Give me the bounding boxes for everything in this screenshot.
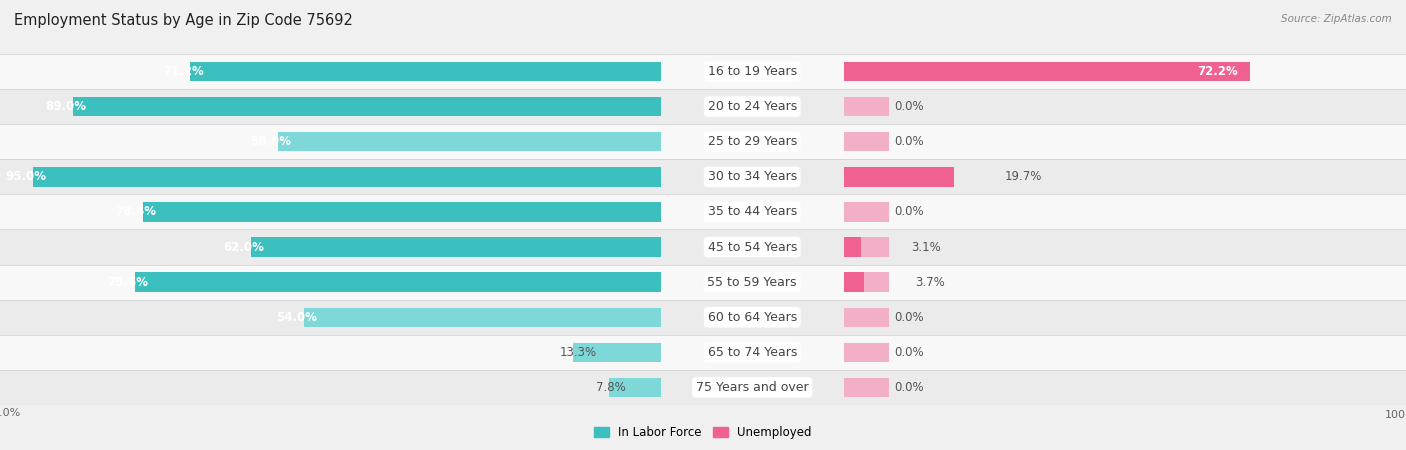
Text: 19.7%: 19.7%: [1005, 171, 1042, 183]
Bar: [281, 265, 1406, 300]
Text: 3.1%: 3.1%: [911, 241, 942, 253]
Bar: [0, 230, 1406, 265]
Bar: [32, 167, 661, 186]
Bar: [0, 124, 1406, 159]
Bar: [281, 159, 1406, 194]
Bar: [0, 370, 1322, 405]
Bar: [281, 124, 1406, 159]
Bar: [844, 238, 860, 256]
Text: 0.0%: 0.0%: [894, 311, 924, 324]
Text: Source: ZipAtlas.com: Source: ZipAtlas.com: [1281, 14, 1392, 23]
Bar: [0, 54, 1406, 89]
Bar: [281, 300, 1406, 335]
Text: 0.0%: 0.0%: [894, 206, 924, 218]
Text: 20 to 24 Years: 20 to 24 Years: [707, 100, 797, 113]
Bar: [844, 62, 1250, 81]
Legend: In Labor Force, Unemployed: In Labor Force, Unemployed: [589, 422, 817, 444]
Text: 58.0%: 58.0%: [250, 135, 291, 148]
Bar: [281, 194, 1406, 230]
Bar: [281, 54, 1406, 89]
Bar: [143, 202, 661, 221]
Text: 78.4%: 78.4%: [115, 206, 156, 218]
Bar: [0, 265, 1406, 300]
Bar: [844, 97, 889, 116]
Bar: [0, 89, 1322, 124]
Text: 71.2%: 71.2%: [163, 65, 204, 78]
Text: 75 Years and over: 75 Years and over: [696, 381, 808, 394]
Bar: [0, 159, 1406, 194]
Bar: [844, 343, 889, 362]
Bar: [0, 265, 1322, 300]
Bar: [844, 273, 865, 292]
Text: 79.6%: 79.6%: [107, 276, 148, 288]
Bar: [0, 335, 1406, 370]
Text: 0.0%: 0.0%: [894, 381, 924, 394]
Text: 16 to 19 Years: 16 to 19 Years: [707, 65, 797, 78]
Text: 95.0%: 95.0%: [6, 171, 46, 183]
Text: 30 to 34 Years: 30 to 34 Years: [707, 171, 797, 183]
Text: 35 to 44 Years: 35 to 44 Years: [707, 206, 797, 218]
Text: 25 to 29 Years: 25 to 29 Years: [707, 135, 797, 148]
Bar: [0, 300, 1406, 335]
Bar: [304, 308, 661, 327]
Bar: [73, 97, 661, 116]
Bar: [0, 194, 1406, 230]
Text: 0.0%: 0.0%: [894, 135, 924, 148]
Bar: [190, 62, 661, 81]
Bar: [277, 132, 661, 151]
Bar: [844, 273, 889, 292]
Text: 45 to 54 Years: 45 to 54 Years: [707, 241, 797, 253]
Bar: [844, 167, 889, 186]
Bar: [281, 230, 1406, 265]
Text: 62.0%: 62.0%: [224, 241, 264, 253]
Bar: [844, 202, 889, 221]
Bar: [0, 335, 1322, 370]
Text: 7.8%: 7.8%: [596, 381, 626, 394]
Bar: [609, 378, 661, 397]
Text: 89.0%: 89.0%: [45, 100, 86, 113]
Bar: [281, 89, 1406, 124]
Text: 65 to 74 Years: 65 to 74 Years: [707, 346, 797, 359]
Bar: [844, 132, 889, 151]
Text: 0.0%: 0.0%: [894, 346, 924, 359]
Bar: [844, 378, 889, 397]
Bar: [281, 335, 1406, 370]
Bar: [0, 300, 1322, 335]
Bar: [135, 273, 661, 292]
Bar: [844, 308, 889, 327]
Bar: [0, 54, 1322, 89]
Bar: [0, 194, 1322, 230]
Text: 60 to 64 Years: 60 to 64 Years: [707, 311, 797, 324]
Text: 54.0%: 54.0%: [276, 311, 318, 324]
Bar: [844, 62, 889, 81]
Bar: [0, 89, 1406, 124]
Bar: [0, 124, 1322, 159]
Text: Employment Status by Age in Zip Code 75692: Employment Status by Age in Zip Code 756…: [14, 14, 353, 28]
Bar: [0, 230, 1322, 265]
Bar: [281, 370, 1406, 405]
Text: 3.7%: 3.7%: [915, 276, 945, 288]
Text: 55 to 59 Years: 55 to 59 Years: [707, 276, 797, 288]
Bar: [844, 167, 955, 186]
Text: 0.0%: 0.0%: [894, 100, 924, 113]
Bar: [0, 370, 1406, 405]
Bar: [844, 238, 889, 256]
Bar: [572, 343, 661, 362]
Bar: [252, 238, 661, 256]
Text: 13.3%: 13.3%: [560, 346, 596, 359]
Text: 72.2%: 72.2%: [1198, 65, 1239, 78]
Bar: [0, 159, 1322, 194]
